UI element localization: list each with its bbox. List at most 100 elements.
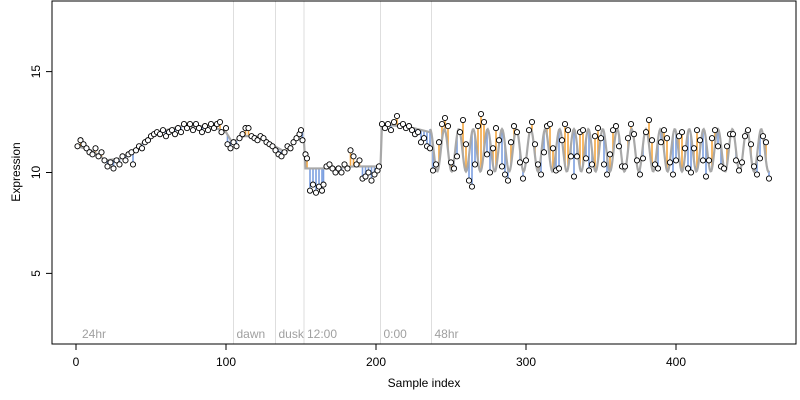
data-point <box>468 183 476 190</box>
data-point <box>122 157 129 164</box>
data-point <box>375 163 383 170</box>
y-axis-title: Expression <box>9 142 23 201</box>
data-point <box>456 129 464 136</box>
data-point <box>639 155 647 162</box>
data-point <box>480 119 488 126</box>
data-point <box>531 141 539 148</box>
data-point <box>534 161 542 168</box>
annotation-label: 12:00 <box>307 327 337 341</box>
data-point <box>450 165 458 172</box>
data-point <box>378 121 386 128</box>
data-point <box>558 137 566 144</box>
data-point <box>384 121 392 128</box>
data-point <box>624 135 632 142</box>
data-point <box>606 151 614 158</box>
data-point <box>648 137 656 144</box>
data-point <box>132 147 140 154</box>
data-point <box>720 165 728 172</box>
data-point <box>303 155 311 162</box>
data-point <box>561 121 569 128</box>
data-point <box>326 161 333 168</box>
data-point <box>371 171 378 178</box>
data-point <box>453 153 461 160</box>
data-point <box>83 145 90 152</box>
data-point <box>627 121 635 128</box>
data-point <box>741 133 749 140</box>
data-point <box>696 137 704 144</box>
data-point <box>681 145 689 152</box>
data-point <box>222 125 230 132</box>
data-point <box>119 153 126 160</box>
data-point <box>723 143 731 150</box>
data-point <box>687 169 695 176</box>
annotation-label: dusk <box>279 327 305 341</box>
data-point <box>738 159 746 166</box>
data-point <box>192 121 200 128</box>
data-point <box>636 171 644 178</box>
data-point <box>207 121 215 128</box>
data-point <box>660 127 668 134</box>
data-point <box>162 133 170 140</box>
data-point <box>356 157 363 164</box>
data-point <box>705 157 713 164</box>
data-point <box>657 139 665 146</box>
data-point <box>678 129 686 136</box>
y-tick-label: 5 <box>29 270 43 277</box>
data-point <box>344 165 351 172</box>
data-point <box>393 112 401 120</box>
annotation-label: 48hr <box>435 327 459 341</box>
data-point <box>269 143 276 150</box>
data-point <box>603 171 611 178</box>
data-point <box>89 151 96 158</box>
data-point <box>615 143 623 150</box>
y-tick-label: 15 <box>29 65 43 79</box>
data-point <box>381 125 389 132</box>
data-point <box>297 127 305 134</box>
data-point <box>426 145 434 152</box>
data-point <box>669 171 677 178</box>
data-point <box>92 145 99 152</box>
data-point <box>254 137 261 144</box>
data-point <box>654 165 662 172</box>
data-point <box>597 135 605 142</box>
data-point <box>239 131 246 138</box>
data-point <box>362 173 369 180</box>
data-point <box>204 127 212 134</box>
data-point <box>588 161 596 168</box>
data-point <box>129 161 137 168</box>
data-point <box>335 165 342 172</box>
data-point <box>765 175 773 182</box>
data-point <box>489 145 497 152</box>
data-point <box>171 131 179 138</box>
data-point <box>672 157 680 164</box>
data-point <box>144 137 152 144</box>
data-point <box>711 127 719 134</box>
data-point <box>230 139 237 146</box>
fitted-line-oscillation <box>429 127 770 174</box>
data-point <box>186 121 194 128</box>
data-point <box>312 189 320 196</box>
data-point <box>690 145 698 152</box>
data-point <box>759 133 767 140</box>
data-point <box>299 137 306 144</box>
data-point <box>159 127 167 134</box>
data-point <box>600 161 608 168</box>
x-tick-label: 100 <box>216 355 236 369</box>
y-axis: 5 10 15 <box>29 65 53 277</box>
data-point <box>495 137 503 144</box>
data-point <box>233 143 240 150</box>
data-point <box>432 161 440 168</box>
data-point <box>729 131 737 138</box>
data-point <box>507 139 515 146</box>
data-point <box>245 125 252 132</box>
data-point <box>281 149 288 156</box>
annotation-labels: 24hr dawn dusk 12:00 0:00 48hr <box>82 327 459 341</box>
data-point <box>591 133 599 140</box>
plot-frame <box>51 0 797 345</box>
data-point <box>390 119 398 126</box>
data-point <box>663 135 671 142</box>
data-point <box>570 173 578 180</box>
data-point <box>429 167 437 174</box>
data-point <box>309 181 317 188</box>
data-point <box>675 133 683 140</box>
